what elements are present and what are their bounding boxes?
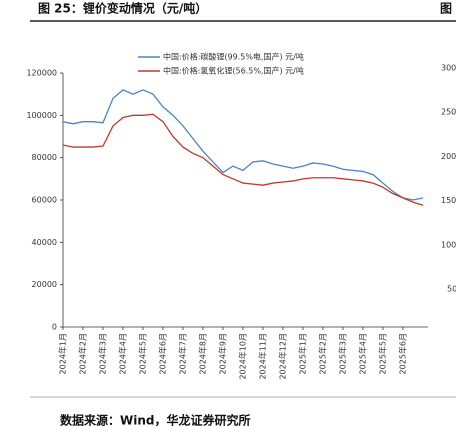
- y-tick-label: 0: [52, 323, 57, 332]
- x-tick-label: 2024年8月: [198, 333, 208, 374]
- x-tick-label: 2024年3月: [98, 333, 108, 374]
- legend-label: 中国:价格:碳酸锂(99.5%电,国产) 元/吨: [163, 52, 304, 62]
- y-tick-label: 80000: [32, 153, 57, 162]
- y-tick-label: 20000: [32, 280, 57, 289]
- y-tick-label: 40000: [32, 238, 57, 247]
- fragment-tick-label: 3000: [441, 64, 456, 73]
- legend-label: 中国:价格:氢氧化锂(56.5%,国产) 元/吨: [163, 66, 304, 76]
- x-tick-label: 2024年11月: [258, 333, 268, 380]
- x-tick-label: 2025年5月: [378, 333, 388, 374]
- x-tick-label: 2024年4月: [118, 333, 128, 374]
- fragment-tick-label: 2500: [441, 108, 456, 117]
- x-tick-label: 2024年7月: [178, 333, 188, 374]
- x-tick-label: 2025年1月: [298, 333, 308, 374]
- fragment-tick-label: 1500: [441, 196, 456, 205]
- x-tick-label: 2024年1月: [58, 333, 68, 374]
- fragment-tick-label: 1000: [441, 240, 456, 249]
- y-tick-label: 120000: [26, 69, 57, 78]
- x-tick-label: 2024年9月: [218, 333, 228, 374]
- source: 数据来源：Wind，华龙证券研究所: [60, 413, 250, 426]
- x-tick-label: 2024年12月: [278, 333, 288, 380]
- series-line: [62, 89, 424, 201]
- side-fragment: 图: [440, 2, 452, 16]
- x-tick-label: 2025年3月: [338, 333, 348, 374]
- x-tick-label: 2025年6月: [398, 333, 408, 374]
- chart-title: 图 25：锂价变动情况（元/吨）: [38, 1, 207, 16]
- fragment-tick-label: 500: [447, 285, 456, 294]
- x-tick-label: 2024年10月: [238, 333, 248, 380]
- x-tick-label: 2024年5月: [138, 333, 148, 374]
- fragment-tick-label: 2000: [441, 152, 456, 161]
- x-tick-label: 2025年4月: [358, 333, 368, 374]
- y-tick-label: 60000: [32, 196, 57, 205]
- y-tick-label: 100000: [26, 111, 57, 120]
- series-line: [62, 113, 424, 206]
- x-tick-label: 2024年2月: [78, 333, 88, 374]
- x-tick-label: 2024年6月: [158, 333, 168, 374]
- x-tick-label: 2025年2月: [318, 333, 328, 374]
